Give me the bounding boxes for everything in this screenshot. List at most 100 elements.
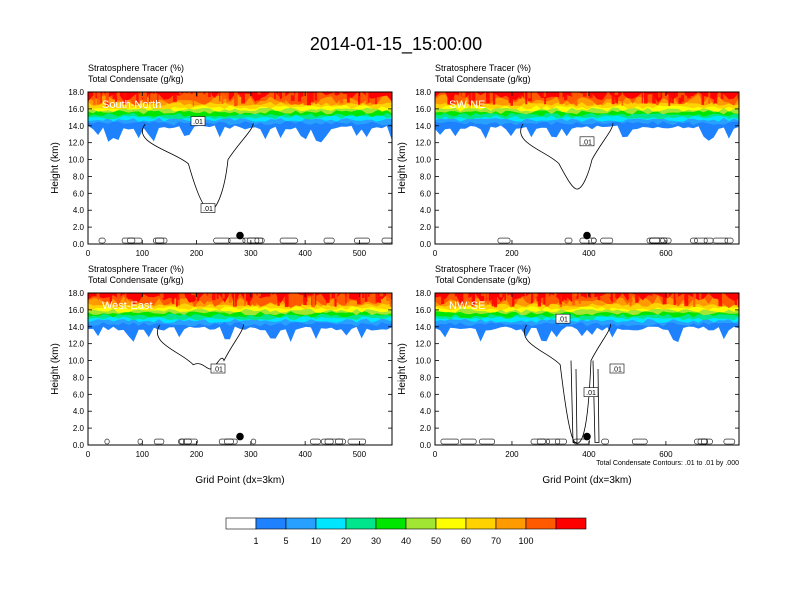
x-tick-label: 300	[244, 249, 258, 258]
y-tick-label: 0.0	[73, 441, 85, 450]
y-tick-label: 10.0	[415, 156, 431, 165]
low-cloud-contour	[724, 237, 734, 244]
low-cloud-contour	[573, 438, 590, 445]
low-cloud-contour	[98, 237, 106, 244]
header-line-1: Stratosphere Tracer (%)	[435, 264, 531, 274]
condensate-contour	[520, 123, 614, 190]
low-cloud-contour	[218, 438, 234, 445]
colorbar-box	[435, 517, 467, 530]
low-cloud-contour	[555, 438, 567, 445]
contour-label-box	[190, 116, 206, 126]
x-tick-label: 0	[433, 450, 438, 459]
y-axis-label: Height (km)	[397, 142, 408, 194]
x-tick-label: 200	[190, 450, 204, 459]
low-cloud-contour	[649, 237, 668, 244]
colorbar-label: 30	[371, 536, 381, 546]
y-tick-label: 14.0	[68, 323, 84, 332]
y-axis-label: Height (km)	[50, 343, 61, 395]
colorbar-box	[405, 517, 437, 530]
contour-label-box	[583, 387, 599, 397]
panel-sw-ne: .01 SW-NE Stratosphere Tracer (%)Total Con…	[397, 63, 740, 258]
x-tick-label: 500	[353, 450, 367, 459]
colorbar-box	[225, 517, 257, 530]
location-marker	[583, 231, 591, 240]
header-line-1: Stratosphere Tracer (%)	[88, 264, 184, 274]
contour-label: .01	[582, 139, 592, 146]
low-cloud-contour	[600, 237, 614, 244]
y-tick-label: 4.0	[73, 407, 85, 416]
colorbar: 1 5 10 20 30 40 50 60 70 100	[225, 517, 587, 546]
y-tick-label: 18.0	[415, 289, 431, 298]
colorbar-label: 60	[461, 536, 471, 546]
low-cloud-contour	[323, 237, 335, 244]
y-tick-label: 10.0	[415, 357, 431, 366]
low-cloud-contour	[354, 237, 370, 244]
low-cloud-contour	[497, 237, 511, 244]
low-cloud-contour	[121, 237, 136, 244]
low-cloud-contour	[254, 237, 265, 244]
header-line-1: Stratosphere Tracer (%)	[88, 63, 184, 73]
colorbar-label: 5	[283, 536, 288, 546]
y-tick-label: 6.0	[73, 189, 85, 198]
contour-footnote: Total Condensate Contours: .01 to .01 by…	[596, 460, 739, 467]
low-cloud-contour	[459, 438, 477, 445]
low-cloud-contour	[279, 237, 298, 244]
plot-frame	[434, 292, 740, 446]
y-tick-label: 14.0	[415, 323, 431, 332]
y-tick-label: 6.0	[420, 390, 432, 399]
y-axis-label: Height (km)	[397, 343, 408, 395]
low-cloud-contour	[690, 237, 698, 244]
x-tick-label: 200	[505, 450, 519, 459]
low-cloud-contour	[153, 237, 168, 244]
cross-section-label: West-East	[102, 300, 153, 312]
x-tick-label: 300	[244, 450, 258, 459]
colorbar-box	[465, 517, 497, 530]
colorbar-label: 10	[311, 536, 321, 546]
cross-section-label: NW-SE	[449, 300, 485, 312]
x-tick-label: 600	[659, 450, 673, 459]
x-tick-label: 400	[582, 249, 596, 258]
colorbar-box	[285, 517, 317, 530]
cross-section-label: SW-NE	[449, 99, 485, 111]
y-axis-label: Height (km)	[50, 142, 61, 194]
colorbar-label: 1	[253, 536, 258, 546]
tracer-field	[435, 293, 739, 445]
y-tick-label: 8.0	[73, 373, 85, 382]
header-line-2: Total Condensate (g/kg)	[88, 74, 184, 84]
y-tick-label: 2.0	[420, 424, 432, 433]
colorbar-box	[495, 517, 527, 530]
plot-frame	[87, 91, 393, 245]
y-tick-label: 4.0	[73, 206, 85, 215]
contour-label-box	[200, 203, 216, 213]
y-tick-label: 0.0	[420, 240, 432, 249]
y-tick-label: 14.0	[415, 122, 431, 131]
low-cloud-contour	[381, 237, 392, 244]
tracer-field	[88, 293, 392, 445]
y-tick-label: 8.0	[420, 172, 432, 181]
contour-label-box	[579, 136, 595, 147]
x-tick-label: 600	[659, 249, 673, 258]
low-cloud-contour	[153, 438, 165, 445]
contour-label: .01	[203, 206, 213, 213]
location-marker	[236, 432, 244, 441]
low-cloud-contour	[591, 237, 597, 244]
colorbar-box	[555, 517, 587, 530]
low-cloud-contour	[631, 438, 648, 445]
x-tick-label: 500	[353, 249, 367, 258]
y-tick-label: 10.0	[68, 357, 84, 366]
x-tick-label: 400	[582, 450, 596, 459]
tracer-field	[88, 92, 392, 244]
contour-label-box	[210, 363, 226, 374]
colorbar-label: 40	[401, 536, 411, 546]
header-line-2: Total Condensate (g/kg)	[435, 74, 531, 84]
contour-label: .01	[586, 390, 596, 397]
y-tick-label: 2.0	[73, 424, 85, 433]
y-tick-label: 6.0	[73, 390, 85, 399]
header-line-2: Total Condensate (g/kg)	[435, 275, 531, 285]
condensate-contour	[157, 324, 244, 370]
x-tick-label: 100	[136, 450, 150, 459]
header-line-2: Total Condensate (g/kg)	[88, 275, 184, 285]
low-cloud-contour	[723, 438, 736, 445]
